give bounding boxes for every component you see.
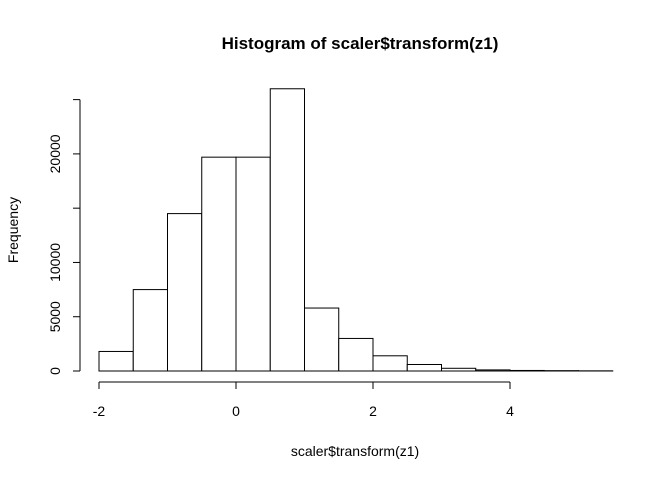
histogram-bar bbox=[406, 363, 442, 372]
histogram-bar bbox=[441, 367, 477, 372]
y-tick-label: 20000 bbox=[47, 134, 63, 173]
histogram-bar bbox=[304, 307, 340, 372]
y-tick-label: 0 bbox=[47, 367, 63, 375]
y-tick-label: 10000 bbox=[47, 243, 63, 282]
x-tick-label: 2 bbox=[369, 403, 377, 419]
y-axis-label: Frequency bbox=[5, 197, 21, 263]
histogram-bar bbox=[509, 369, 545, 372]
x-tick-label: -2 bbox=[93, 403, 106, 419]
bars-group bbox=[98, 88, 614, 372]
histogram-bar bbox=[167, 213, 203, 372]
y-tick-label: 5000 bbox=[47, 301, 63, 332]
histogram-bar bbox=[475, 369, 511, 372]
x-axis-label: scaler$transform(z1) bbox=[291, 443, 419, 459]
histogram-bar bbox=[98, 350, 134, 372]
y-axis: 0 5000 10000 20000 bbox=[47, 99, 81, 375]
x-axis: -2 0 2 4 bbox=[93, 381, 514, 419]
histogram-bar bbox=[372, 355, 408, 372]
chart-title: Histogram of scaler$transform(z1) bbox=[222, 34, 499, 53]
histogram-bar bbox=[269, 88, 305, 372]
histogram-bar bbox=[201, 156, 237, 372]
histogram-bar bbox=[235, 156, 271, 372]
x-tick-label: 0 bbox=[232, 403, 240, 419]
x-tick-label: 4 bbox=[506, 403, 514, 419]
histogram-bar bbox=[338, 337, 374, 372]
histogram-bar bbox=[132, 289, 168, 372]
